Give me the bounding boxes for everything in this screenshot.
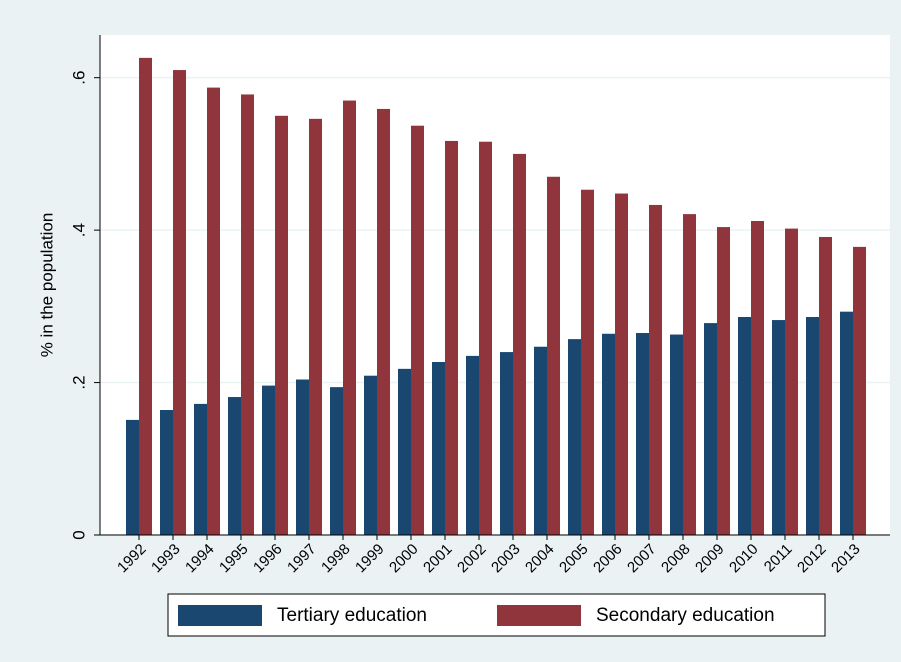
bar — [649, 204, 662, 535]
bar — [806, 317, 819, 535]
bar — [194, 403, 207, 535]
legend-box — [167, 593, 826, 637]
bar — [126, 419, 139, 535]
bar — [785, 228, 798, 535]
bar — [853, 246, 866, 535]
legend-swatch — [497, 605, 581, 626]
bar — [207, 87, 220, 535]
bar — [819, 236, 832, 536]
bar — [717, 227, 730, 535]
bar — [262, 385, 275, 535]
legend-label: Tertiary education — [277, 605, 427, 626]
bar — [547, 176, 560, 535]
y-tick-label: .4 — [69, 223, 88, 237]
bar — [173, 70, 186, 535]
y-tick-label: 0 — [69, 530, 88, 539]
bar — [534, 346, 547, 535]
bar — [602, 333, 615, 535]
y-axis-title: % in the population — [37, 213, 56, 358]
bar — [670, 334, 683, 535]
bar — [738, 317, 751, 535]
bar — [751, 220, 764, 535]
bar — [581, 189, 594, 535]
bar — [343, 100, 356, 536]
bar — [772, 320, 785, 535]
bar — [398, 368, 411, 535]
bar — [568, 339, 581, 535]
bar — [445, 140, 458, 535]
y-tick-label: .6 — [69, 71, 88, 85]
y-tick-label: .2 — [69, 375, 88, 389]
bar — [309, 118, 322, 535]
bar — [139, 57, 152, 536]
bar — [840, 311, 853, 535]
bar — [432, 361, 445, 535]
bar — [377, 108, 390, 536]
bar — [364, 375, 377, 535]
bar — [466, 355, 479, 535]
bar — [296, 379, 309, 535]
bar — [683, 214, 696, 536]
bar — [160, 410, 173, 535]
bar — [275, 115, 288, 535]
legend-label: Secondary education — [596, 605, 775, 626]
bar — [500, 352, 513, 535]
bar — [228, 397, 241, 535]
bar — [636, 333, 649, 535]
bar — [241, 94, 254, 535]
bar — [411, 125, 424, 535]
bar — [513, 153, 526, 535]
bar — [704, 323, 717, 535]
bar — [479, 141, 492, 535]
legend-swatch — [178, 605, 262, 626]
bar — [330, 387, 343, 535]
bar — [615, 193, 628, 535]
